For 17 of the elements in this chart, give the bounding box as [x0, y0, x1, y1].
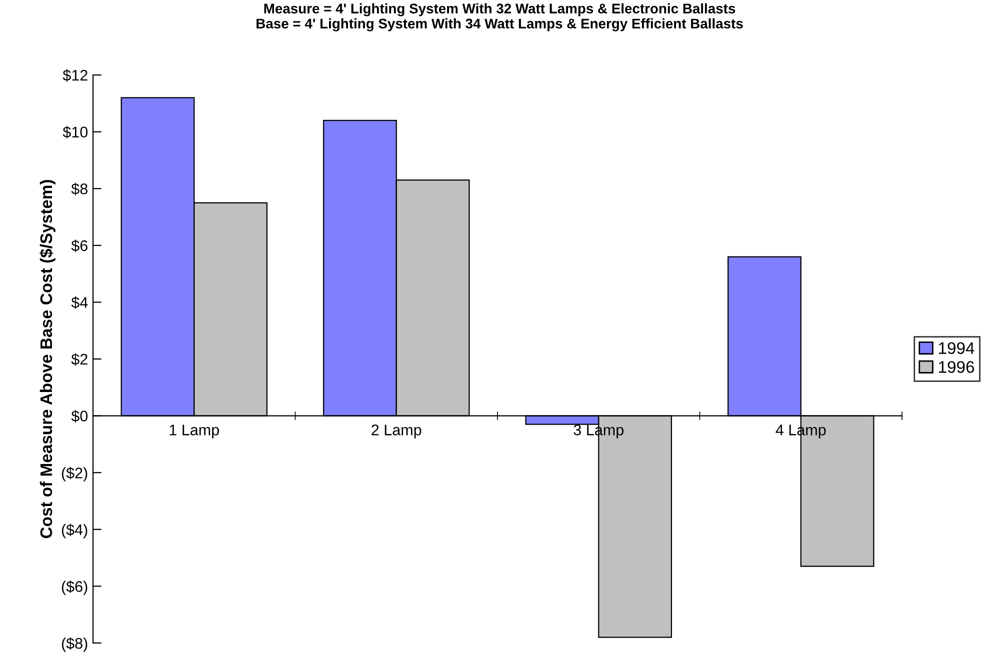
y-tick-label: $10: [62, 126, 88, 138]
legend-label: 1994: [938, 342, 974, 354]
x-tick-label: 1 Lamp: [170, 424, 219, 438]
y-tick-label: $6: [71, 240, 88, 252]
y-tick-label: $2: [71, 353, 88, 366]
x-tick-label: 2 Lamp: [372, 424, 422, 438]
y-tick-label: ($4): [62, 524, 88, 538]
y-tick-label: $0: [71, 410, 88, 422]
y-axis-title: Cost of Measure Above Base Cost ($/System): [40, 180, 56, 538]
y-tick-label: ($6): [62, 580, 88, 596]
y-tick-label: $4: [71, 296, 88, 309]
y-tick-label: $8: [71, 182, 88, 196]
chart-title: Measure = 4' Lighting System With 32 Watt Lamps & Electronic Ballasts Base = 4' Lighting System With 34 Watt Lamps & Energy Efficient Ballasts: [256, 3, 743, 32]
y-tick-label: $12: [62, 69, 88, 82]
legend-label: 1996: [938, 361, 974, 373]
y-tick-label: ($2): [62, 466, 88, 482]
y-tick-label: ($8): [62, 637, 88, 652]
